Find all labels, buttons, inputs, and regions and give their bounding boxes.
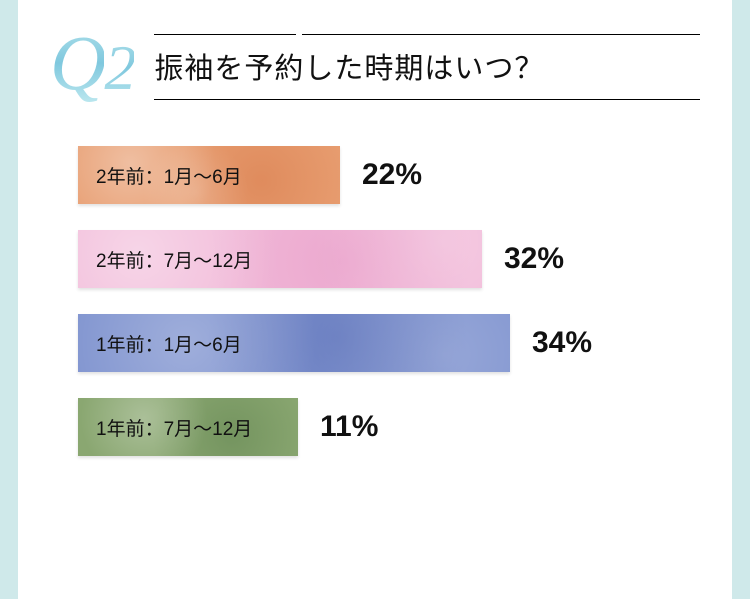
bar-value: 11% [320,410,378,444]
bar: 2年前：7月～12月 [78,230,482,288]
bar-value: 22% [362,158,422,192]
bar-row: 1年前：7月～12月 11% [78,398,700,456]
question-header: Q2 振袖を予約した時期はいつ？ [50,24,700,102]
bar-label: 1年前：1月～6月 [96,330,242,357]
bar-chart: 2年前：1月～6月22%2年前：7月～12月32%1年前：1月～6月34%1年前… [50,146,700,456]
bar-row: 1年前：1月～6月 34% [78,314,700,372]
bar: 2年前：1月～6月 [78,146,340,204]
outer-frame: Q2 振袖を予約した時期はいつ？ 2年前：1月～6月 22% 2年前：7月～12月 3… [0,0,750,599]
title-wrap: 振袖を予約した時期はいつ？ [154,26,700,100]
bar-value: 32% [504,242,564,276]
question-title: 振袖を予約した時期はいつ？ [154,45,700,100]
question-badge: Q2 [50,24,134,102]
bar-value: 34% [532,326,592,360]
bar-label: 2年前：7月～12月 [96,246,252,273]
bar-label: 1年前：7月～12月 [96,414,252,441]
badge-number: 2 [104,36,134,100]
bar: 1年前：1月～6月 [78,314,510,372]
content-panel: Q2 振袖を予約した時期はいつ？ 2年前：1月～6月 22% 2年前：7月～12月 3… [18,0,732,599]
title-top-rule [154,34,700,35]
bar-row: 2年前：1月～6月 22% [78,146,700,204]
bar-row: 2年前：7月～12月 32% [78,230,700,288]
bar-label: 2年前：1月～6月 [96,162,242,189]
badge-letter: Q [50,24,104,102]
bar: 1年前：7月～12月 [78,398,298,456]
